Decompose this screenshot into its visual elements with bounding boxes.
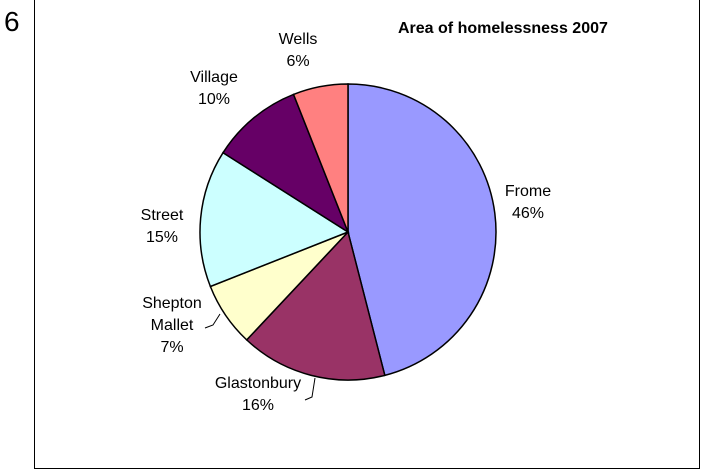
- pie-slice-glastonbury: [245, 230, 386, 381]
- chart-title: Area of homelessness 2007: [398, 20, 608, 37]
- slice-label-street: Street 15%: [141, 207, 184, 246]
- slice-label-glastonbury: Glastonbury 16%: [215, 375, 301, 414]
- pie-slice-wells: [292, 83, 349, 233]
- slice-label-shepton-mallet: Shepton Mallet 7%: [142, 295, 202, 356]
- slice-label-wells: Wells 6%: [279, 31, 318, 70]
- pie-slice-street: [199, 151, 350, 288]
- pie-slice-frome: [347, 83, 497, 377]
- slice-label-frome: Frome 46%: [505, 183, 551, 222]
- slice-label-village: Village 10%: [190, 69, 238, 108]
- leader-line-shepton-mallet: [204, 313, 221, 329]
- leader-line-glastonbury: [304, 377, 316, 401]
- pie-slice-village: [222, 93, 350, 234]
- page-number: 6: [4, 6, 20, 37]
